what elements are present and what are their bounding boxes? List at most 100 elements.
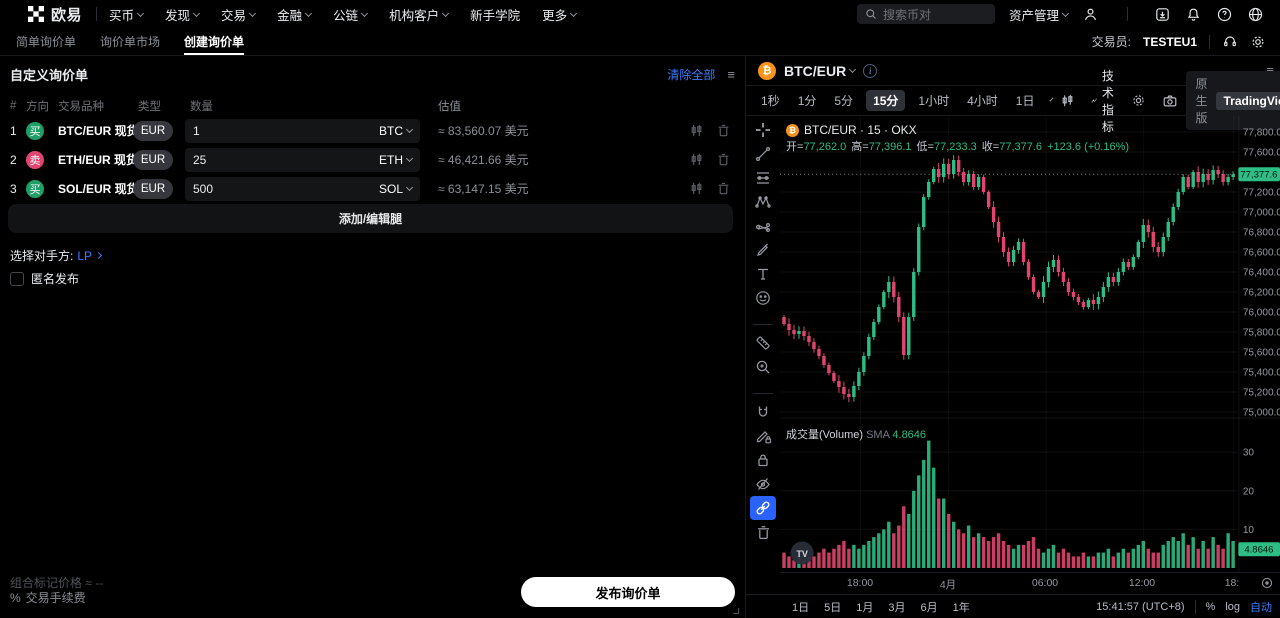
range-1m[interactable]: 1月 — [856, 601, 874, 614]
sync-drawings-tool[interactable] — [750, 496, 776, 520]
auto-scale-button[interactable]: 自动 — [1250, 601, 1272, 614]
more-timeframes-chevron[interactable] — [1049, 97, 1055, 102]
language-button[interactable] — [1247, 6, 1264, 23]
pair-selector[interactable]: SOL/EUR 现货 — [58, 180, 149, 197]
anonymous-checkbox[interactable] — [10, 271, 24, 286]
range-1y[interactable]: 1年 — [952, 601, 970, 614]
chart-clock[interactable]: 15:41:57 (UTC+8) — [1096, 600, 1185, 613]
crosshair-tool[interactable] — [750, 118, 776, 142]
chart-menu-icon[interactable]: ≡ — [1266, 63, 1274, 78]
timeframe-1m[interactable]: 1分 — [797, 94, 817, 108]
chart-pair-selector[interactable]: BTC/EUR — [784, 63, 857, 79]
publish-rfq-button[interactable]: 发布询价单 — [521, 577, 735, 607]
tab-create-rfq[interactable]: 创建询价单 — [176, 28, 252, 55]
quantity-input[interactable]: 25 ETH — [185, 147, 420, 172]
currency-dropdown[interactable]: BTC — [379, 124, 414, 138]
tab-rfq-market[interactable]: 询价单市场 — [100, 35, 161, 49]
hide-drawings-tool[interactable] — [750, 472, 776, 496]
brush-tool[interactable] — [750, 238, 776, 262]
chevron-down-icon — [405, 154, 414, 163]
view-chart-button[interactable] — [689, 181, 704, 196]
counterparty-selector[interactable]: LP — [77, 249, 103, 263]
user-profile-button[interactable] — [1082, 6, 1099, 23]
candlestick-chart[interactable]: 77,800.0 77,600.0 77,200.0 77,000.0 76,800.0… — [780, 116, 1280, 572]
delete-leg-button[interactable] — [716, 181, 731, 196]
fib-retracement-tool[interactable] — [750, 166, 776, 190]
zoom-in-tool[interactable] — [750, 355, 776, 379]
quantity-input[interactable]: 500 SOL — [185, 176, 420, 201]
nav-item-finance[interactable]: 金融 — [277, 5, 313, 24]
list-menu-icon[interactable]: ≡ — [727, 66, 735, 82]
view-chart-button[interactable] — [689, 123, 704, 138]
emoji-tool[interactable] — [750, 286, 776, 310]
indicator-settings-button[interactable] — [1131, 93, 1146, 108]
nav-item-more[interactable]: 更多 — [542, 5, 578, 24]
info-icon[interactable]: i — [863, 63, 878, 78]
chart-style-button[interactable] — [1060, 93, 1075, 108]
type-pill[interactable]: EUR — [133, 149, 173, 170]
timeframe-1h[interactable]: 1小时 — [918, 94, 950, 108]
clear-all-link[interactable]: 清除全部 — [667, 67, 716, 82]
view-chart-button[interactable] — [689, 152, 704, 167]
eye-slash-icon — [756, 478, 770, 490]
forecast-tool[interactable] — [750, 214, 776, 238]
time-axis[interactable]: 18:00 4月 06:00 12:00 18: — [780, 572, 1280, 594]
measure-tool[interactable] — [750, 331, 776, 355]
delete-leg-button[interactable] — [716, 152, 731, 167]
trendline-tool[interactable] — [750, 142, 776, 166]
okx-logo[interactable]: 欧易 — [28, 4, 82, 25]
native-version-button[interactable]: 原生版 — [1195, 77, 1208, 125]
timeframe-15m[interactable]: 15分 — [866, 90, 906, 111]
screenshot-button[interactable] — [1162, 93, 1178, 109]
help-button[interactable] — [1216, 6, 1233, 23]
draw-lock-tool[interactable] — [750, 424, 776, 448]
timeframe-1d[interactable]: 1日 — [1015, 94, 1035, 108]
type-pill[interactable]: EUR — [133, 120, 173, 141]
range-6m[interactable]: 6月 — [920, 601, 938, 614]
nav-item-buy-crypto[interactable]: 买币 — [109, 5, 145, 24]
add-edit-legs-button[interactable]: 添加/编辑腿 — [8, 204, 733, 233]
timeframe-5m[interactable]: 5分 — [834, 94, 854, 108]
divider — [1209, 34, 1210, 49]
nav-item-institutional[interactable]: 机构客户 — [389, 5, 450, 24]
support-button[interactable] — [1222, 34, 1238, 50]
settings-button[interactable] — [1250, 34, 1266, 50]
svg-text:77,200.0: 77,200.0 — [1243, 188, 1280, 199]
indicators-button[interactable]: 技术指标 — [1091, 67, 1122, 135]
lock-all-tool[interactable] — [750, 448, 776, 472]
range-3m[interactable]: 3月 — [888, 601, 906, 614]
magnet-tool[interactable] — [750, 400, 776, 424]
timeframe-1s[interactable]: 1秒 — [761, 94, 780, 108]
svg-text:TV: TV — [796, 549, 808, 559]
text-tool[interactable] — [750, 262, 776, 286]
remove-drawings-tool[interactable] — [750, 520, 776, 544]
asset-management-menu[interactable]: 资产管理 — [1009, 5, 1070, 24]
currency-dropdown[interactable]: SOL — [379, 182, 414, 196]
pair-selector[interactable]: ETH/EUR 现货 — [58, 151, 148, 168]
pattern-tool[interactable] — [750, 190, 776, 214]
nav-item-trade[interactable]: 交易 — [221, 5, 257, 24]
divider — [96, 7, 98, 21]
download-app-button[interactable] — [1154, 6, 1171, 23]
delete-leg-button[interactable] — [716, 123, 731, 138]
range-5d[interactable]: 5日 — [824, 601, 842, 614]
currency-dropdown[interactable]: ETH — [379, 153, 414, 167]
nav-item-chain[interactable]: 公链 — [333, 5, 369, 24]
log-scale-button[interactable]: log — [1225, 600, 1240, 613]
resize-handle[interactable] — [733, 608, 739, 614]
tradingview-version-button[interactable]: TradingView — [1215, 91, 1280, 110]
quantity-input[interactable]: 1 BTC — [185, 118, 420, 143]
timeframe-4h[interactable]: 4小时 — [967, 94, 998, 108]
search-input[interactable]: 搜索币对 — [856, 4, 995, 24]
percent-scale-button[interactable]: % — [1205, 600, 1216, 613]
pair-selector[interactable]: BTC/EUR 现货 — [58, 122, 149, 139]
go-to-realtime-button[interactable] — [1260, 576, 1274, 590]
notifications-button[interactable] — [1185, 6, 1202, 23]
chevron-down-icon — [136, 9, 145, 17]
nav-item-academy[interactable]: 新手学院 — [470, 8, 521, 23]
type-pill[interactable]: EUR — [133, 178, 173, 199]
nav-item-discover[interactable]: 发现 — [165, 5, 201, 24]
tradingview-logo[interactable] — [790, 541, 814, 565]
range-1d[interactable]: 1日 — [792, 601, 810, 614]
tab-simple-rfq[interactable]: 简单询价单 — [16, 35, 77, 49]
